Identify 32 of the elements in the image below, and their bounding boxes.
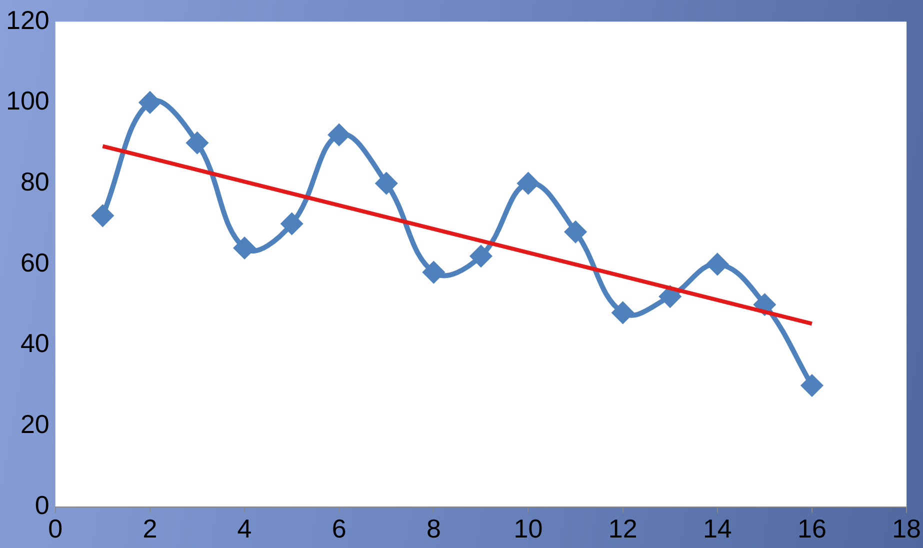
point [565, 221, 586, 242]
y-tick-label: 40 [20, 328, 50, 358]
point [801, 375, 822, 396]
point [660, 286, 681, 308]
point [328, 124, 350, 146]
x-tick-label: 6 [332, 514, 346, 544]
x-tick-label: 8 [426, 514, 441, 544]
x-tick-label: 2 [142, 514, 158, 544]
point [234, 238, 256, 259]
point [376, 172, 397, 194]
y-tick-label: 100 [6, 86, 50, 116]
point [423, 262, 444, 283]
point [92, 205, 114, 226]
y-tick-label: 0 [34, 490, 50, 520]
point [518, 172, 539, 194]
point [612, 302, 634, 324]
x-tick-label: 16 [798, 514, 826, 544]
point [186, 132, 208, 154]
y-tick-label: 120 [6, 4, 50, 35]
x-tick-label: 18 [892, 514, 921, 544]
y-tick-label: 80 [20, 166, 50, 197]
point [139, 92, 160, 113]
x-tick-label: 12 [608, 514, 638, 544]
point [281, 213, 302, 234]
y-tick-label: 20 [20, 409, 50, 440]
x-tick-label: 14 [702, 514, 732, 544]
y-tick-label: 60 [20, 247, 50, 278]
point [470, 246, 492, 267]
point [706, 254, 728, 275]
x-tick-label: 10 [514, 514, 543, 544]
point [754, 294, 776, 316]
x-tick-label: 4 [237, 514, 252, 544]
